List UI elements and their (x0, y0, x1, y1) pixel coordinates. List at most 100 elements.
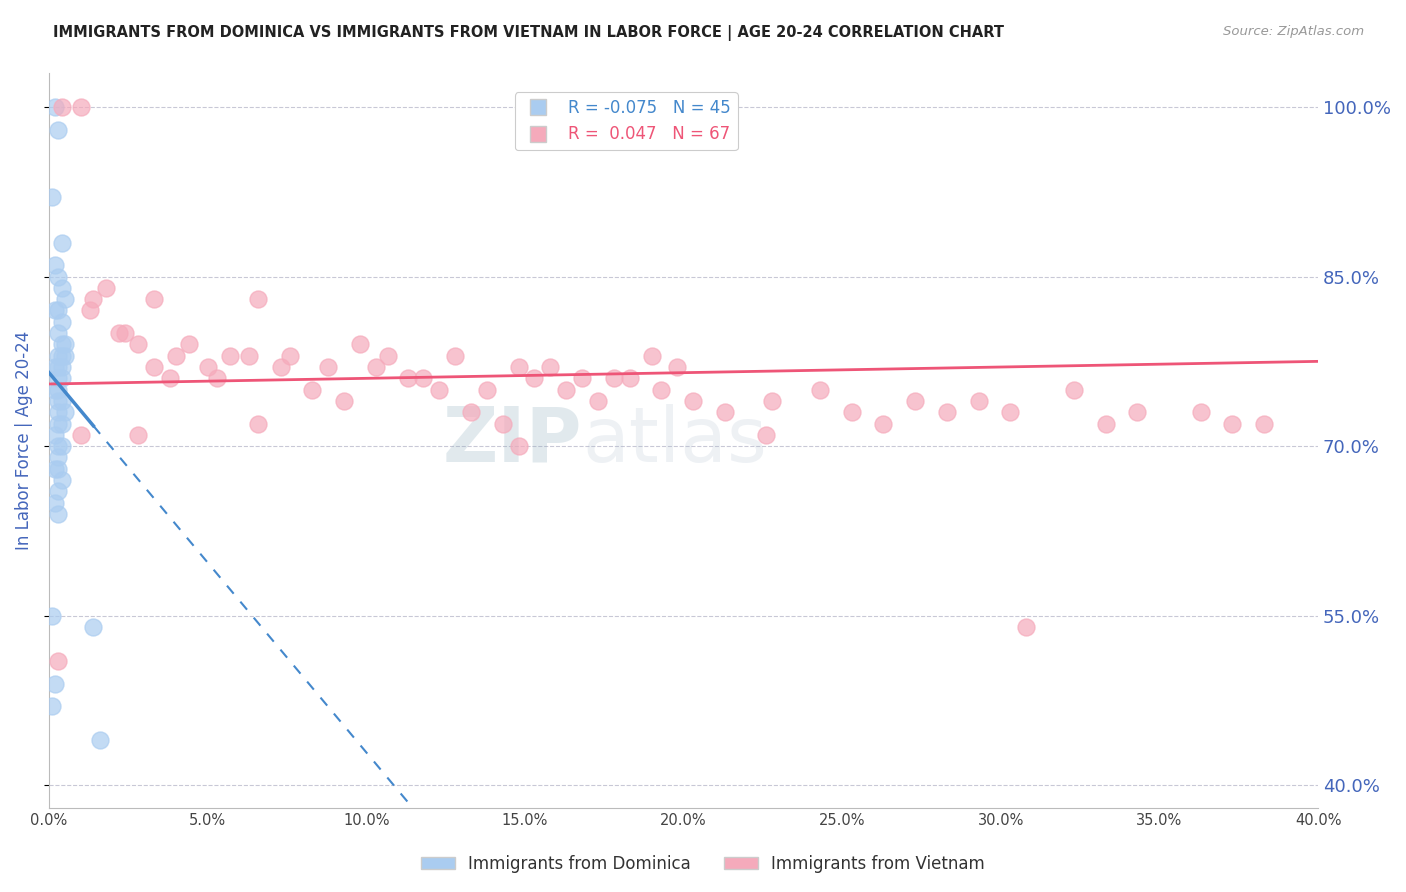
Point (755, 428, 778, 442)
Point (641, 349, 664, 363)
Point (1094, 417, 1116, 431)
Point (51, 371, 73, 385)
Point (650, 383, 672, 397)
Point (475, 383, 498, 397)
Point (349, 337, 371, 351)
Point (460, 405, 482, 419)
Point (48, 439, 70, 453)
Point (682, 393, 704, 408)
Point (808, 383, 831, 397)
Point (761, 393, 783, 408)
Point (44, 676, 66, 690)
Point (270, 359, 292, 374)
Point (48, 269, 70, 284)
Point (492, 417, 515, 431)
Point (82, 292, 104, 306)
Point (247, 417, 270, 431)
Point (51, 473, 73, 487)
Point (44, 462, 66, 476)
Point (89, 733, 111, 747)
Point (51, 100, 73, 114)
Point (127, 428, 149, 442)
Point (48, 405, 70, 419)
Point (218, 349, 240, 363)
Point (44, 428, 66, 442)
Point (872, 417, 894, 431)
Point (1222, 417, 1244, 431)
Point (48, 349, 70, 363)
Point (53, 349, 76, 363)
Point (159, 371, 181, 385)
Point (904, 393, 927, 408)
Point (1000, 405, 1022, 419)
Point (69, 428, 91, 442)
Point (51, 235, 73, 250)
Point (44, 496, 66, 510)
Point (1253, 417, 1275, 431)
Point (51, 349, 73, 363)
Point (48, 417, 70, 431)
Point (69, 100, 91, 114)
Point (571, 371, 593, 385)
Point (53, 405, 76, 419)
Point (396, 371, 419, 385)
Point (165, 349, 187, 363)
Point (48, 326, 70, 340)
Point (377, 349, 399, 363)
Point (114, 326, 136, 340)
Legend: R = -0.075   N = 45, R =  0.047   N = 67: R = -0.075 N = 45, R = 0.047 N = 67 (515, 93, 738, 150)
Point (523, 371, 546, 385)
Point (79, 303, 101, 318)
Point (48, 507, 70, 521)
Point (44, 258, 66, 272)
Point (538, 359, 561, 374)
Point (127, 337, 149, 351)
Point (44, 303, 66, 318)
Point (48, 303, 70, 318)
Point (197, 359, 219, 374)
Point (48, 654, 70, 668)
Point (841, 405, 863, 419)
Point (51, 393, 73, 408)
Point (51, 281, 73, 295)
Point (555, 383, 578, 397)
Point (107, 326, 129, 340)
Point (1126, 405, 1149, 419)
Point (364, 359, 387, 374)
Point (51, 439, 73, 453)
Point (53, 337, 76, 351)
Point (48, 359, 70, 374)
Point (44, 100, 66, 114)
Point (48, 462, 70, 476)
Point (603, 371, 626, 385)
Point (666, 359, 689, 374)
Point (1015, 620, 1038, 634)
Point (316, 359, 339, 374)
Point (48, 122, 70, 136)
Point (586, 393, 609, 408)
Point (714, 405, 737, 419)
Point (508, 439, 530, 453)
Point (967, 393, 990, 408)
Point (1063, 383, 1085, 397)
Point (427, 383, 450, 397)
Point (48, 393, 70, 408)
Point (48, 450, 70, 465)
Point (94, 281, 117, 295)
Legend: Immigrants from Dominica, Immigrants from Vietnam: Immigrants from Dominica, Immigrants fro… (415, 848, 991, 880)
Point (412, 371, 434, 385)
Point (48, 371, 70, 385)
Point (247, 292, 270, 306)
Point (41, 608, 63, 623)
Point (41, 699, 63, 714)
Point (205, 371, 228, 385)
Point (51, 337, 73, 351)
Point (619, 371, 641, 385)
Point (1189, 405, 1212, 419)
Point (48, 383, 70, 397)
Point (444, 349, 467, 363)
Point (41, 190, 63, 204)
Text: Source: ZipAtlas.com: Source: ZipAtlas.com (1223, 25, 1364, 38)
Point (44, 383, 66, 397)
Y-axis label: In Labor Force | Age 20-24: In Labor Force | Age 20-24 (15, 331, 32, 550)
